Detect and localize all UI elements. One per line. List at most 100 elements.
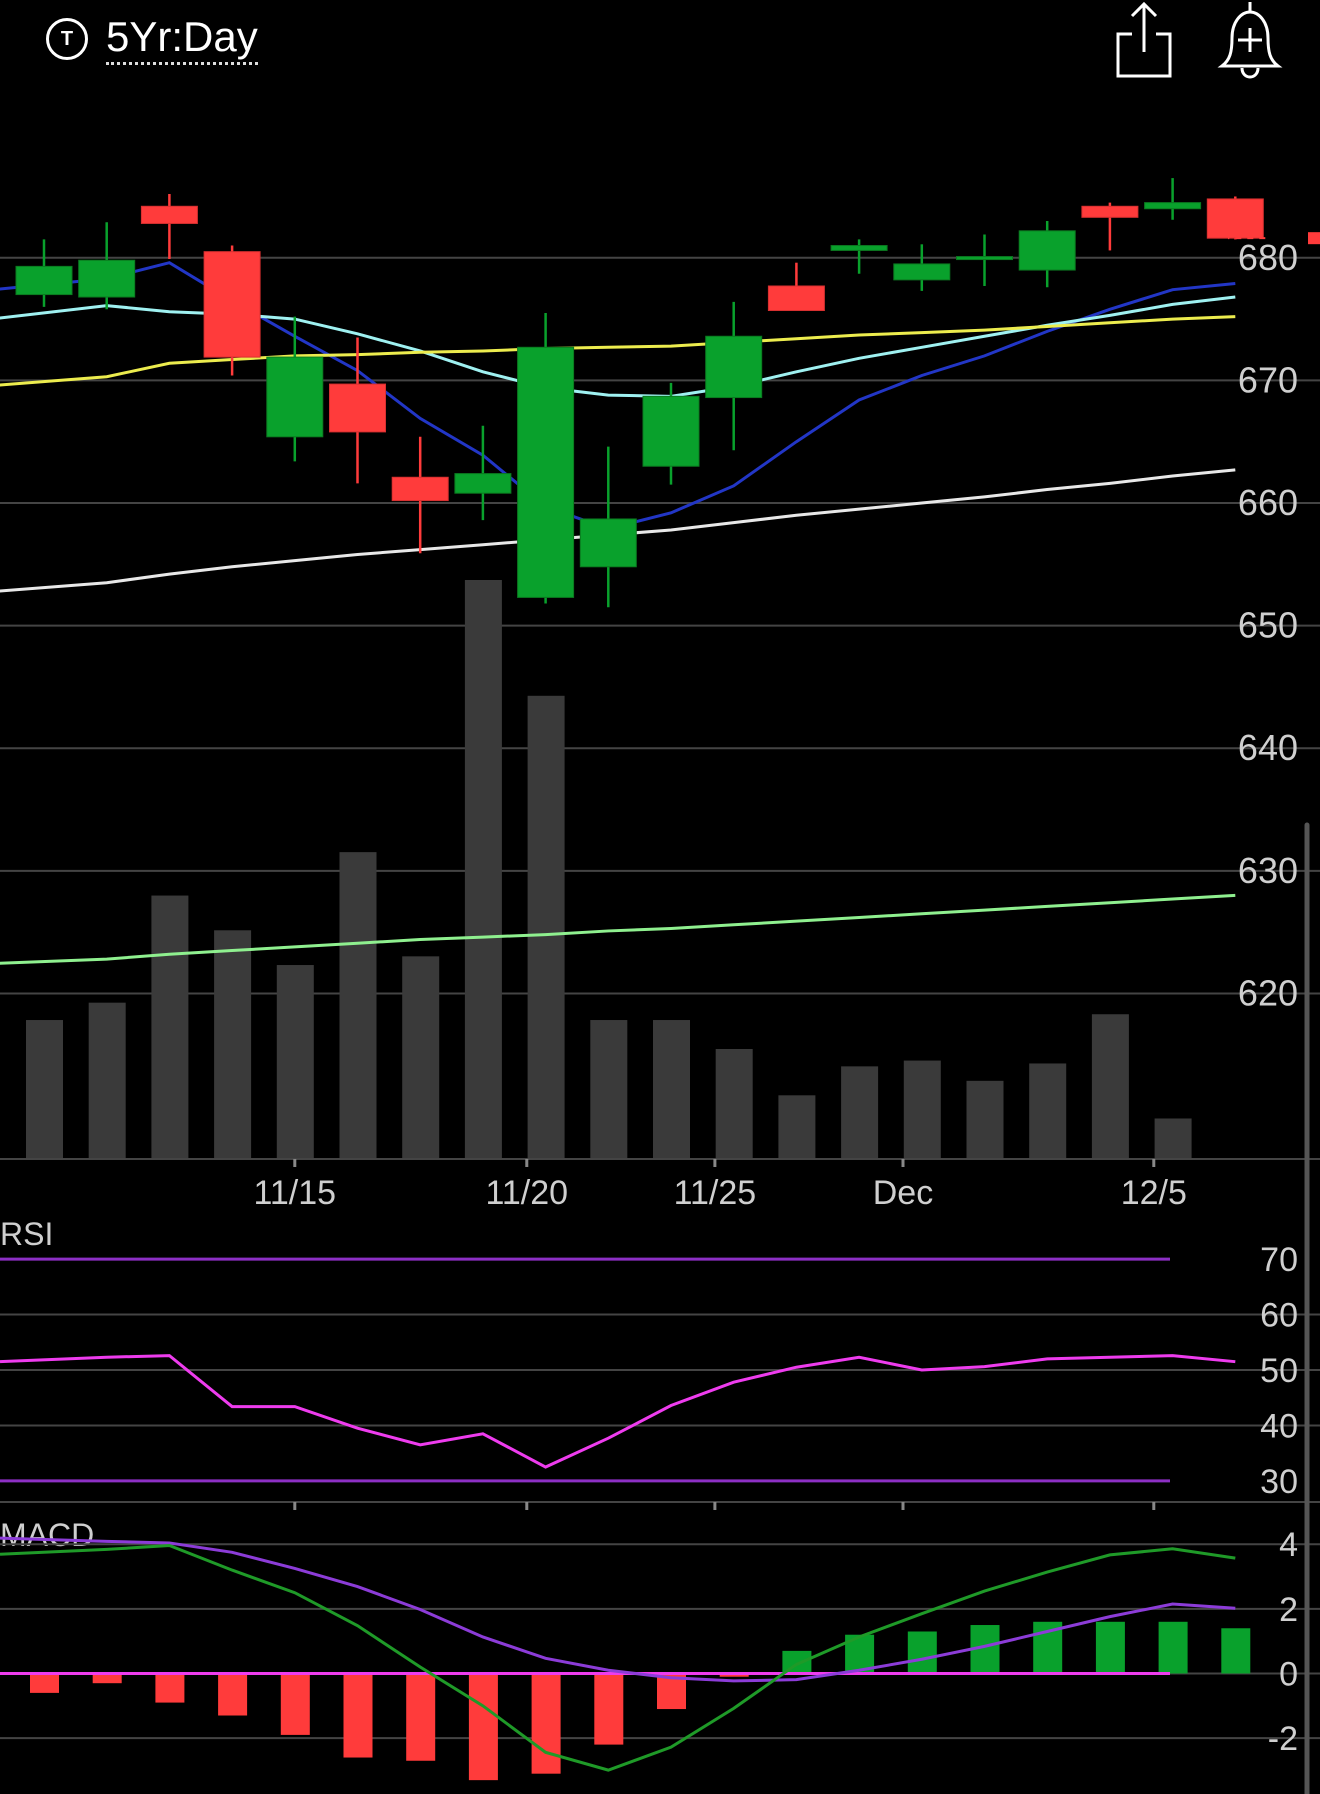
candle-body xyxy=(517,346,575,598)
volume-bar xyxy=(1091,1014,1129,1159)
price-axis-label: 640 xyxy=(1238,727,1298,768)
volume-bar xyxy=(214,930,252,1159)
macd-signal-line xyxy=(0,1536,1236,1683)
macd-histogram-bar xyxy=(92,1673,122,1684)
candle[interactable] xyxy=(767,262,825,312)
macd-histogram-bar xyxy=(594,1673,624,1745)
candle[interactable] xyxy=(140,194,198,260)
volume-bar xyxy=(464,580,502,1159)
macd-histogram-bar xyxy=(531,1673,561,1774)
price-axis-label: 680 xyxy=(1238,237,1298,278)
price-axis-label: 660 xyxy=(1238,482,1298,523)
macd-histogram-bar xyxy=(155,1673,185,1703)
candle[interactable] xyxy=(266,316,324,462)
macd-panel: MACD 4 2 0 -2 xyxy=(0,1517,1320,1781)
candle[interactable] xyxy=(1206,196,1264,240)
candle[interactable] xyxy=(830,239,888,274)
macd-line xyxy=(0,1544,1236,1772)
share-button[interactable] xyxy=(1100,0,1190,86)
candle-body xyxy=(78,259,136,298)
price-axis-label: 670 xyxy=(1238,359,1298,400)
candle-body xyxy=(140,205,198,224)
macd-histogram-bar xyxy=(1221,1628,1251,1674)
candle-body xyxy=(642,395,700,467)
candle[interactable] xyxy=(15,239,73,307)
candle[interactable] xyxy=(329,337,386,484)
macd-histogram-bar xyxy=(907,1631,937,1674)
price-axis-label: 650 xyxy=(1238,605,1298,646)
ticker-badge-icon: T xyxy=(46,18,88,60)
candle-body xyxy=(893,263,951,281)
price-alert-button[interactable] xyxy=(1208,0,1298,86)
candle-body xyxy=(266,356,324,438)
volume-bar xyxy=(88,1002,126,1159)
timeframe-label: 5Yr:Day xyxy=(106,13,258,65)
volume-bar xyxy=(841,1066,879,1159)
timeframe-selector[interactable]: T 5Yr:Day xyxy=(46,12,258,66)
volume-bar xyxy=(966,1080,1004,1159)
x-axis-date-label: 11/25 xyxy=(674,1174,757,1212)
candle[interactable] xyxy=(1144,178,1202,220)
macd-histogram-bar xyxy=(1158,1621,1188,1674)
macd-histogram-bar xyxy=(719,1673,749,1677)
candle[interactable] xyxy=(642,382,700,485)
volume-bar xyxy=(276,965,314,1159)
candle-body xyxy=(1018,230,1076,271)
candle[interactable] xyxy=(1018,221,1076,288)
candle[interactable] xyxy=(454,425,512,521)
moving-average-line xyxy=(0,893,1236,965)
candle-body xyxy=(1081,205,1139,218)
candle[interactable] xyxy=(893,244,951,291)
candle[interactable] xyxy=(1081,202,1139,251)
volume-bar xyxy=(778,1095,816,1159)
macd-histogram-bar xyxy=(1095,1621,1125,1674)
candle[interactable] xyxy=(78,222,136,310)
macd-histogram-bar xyxy=(218,1673,248,1716)
macd-title: MACD xyxy=(0,1517,94,1553)
volume-bar xyxy=(527,695,565,1159)
rsi-axis-label: 70 xyxy=(1260,1241,1298,1279)
candle-body xyxy=(1144,202,1202,210)
candle[interactable] xyxy=(203,245,261,376)
candle[interactable] xyxy=(517,312,575,604)
volume-bar xyxy=(402,956,440,1159)
candle-body xyxy=(956,256,1013,261)
volume-bar xyxy=(151,895,189,1159)
price-axis-label: 630 xyxy=(1238,850,1298,891)
volume-bar xyxy=(1154,1118,1192,1159)
last-price-marker xyxy=(1308,232,1320,245)
candle[interactable] xyxy=(705,301,763,451)
candle-body xyxy=(15,265,73,296)
candle-body xyxy=(830,245,888,251)
candle-body xyxy=(329,383,386,433)
candle-body xyxy=(579,518,637,568)
x-axis-date-label: 12/5 xyxy=(1121,1174,1187,1212)
volume-bar xyxy=(26,1020,63,1159)
volume-bar xyxy=(590,1020,628,1159)
rsi-axis-label: 50 xyxy=(1260,1352,1298,1390)
macd-axis-label: 0 xyxy=(1279,1656,1298,1694)
moving-average-line xyxy=(0,468,1236,593)
candle-body xyxy=(767,285,825,312)
candle-body xyxy=(705,335,763,399)
share-icon xyxy=(1116,1,1172,78)
macd-axis-label: 4 xyxy=(1279,1526,1298,1564)
rsi-line xyxy=(0,1354,1236,1469)
volume-bar xyxy=(339,852,377,1159)
macd-histogram-bar xyxy=(343,1673,373,1758)
macd-axis-label: 2 xyxy=(1279,1591,1298,1629)
candle[interactable] xyxy=(956,234,1013,286)
candle[interactable] xyxy=(579,446,637,608)
candle-body xyxy=(203,251,261,358)
macd-histogram-bar xyxy=(406,1673,436,1761)
macd-histogram-bar xyxy=(280,1673,310,1735)
rsi-title: RSI xyxy=(0,1216,53,1252)
x-axis-date-label: 11/15 xyxy=(254,1174,337,1212)
rsi-axis-label: 40 xyxy=(1260,1407,1298,1445)
volume-bar xyxy=(903,1060,941,1159)
volume-bar xyxy=(715,1048,753,1159)
volume-bar xyxy=(1029,1063,1067,1159)
candle-body xyxy=(454,473,512,494)
candle[interactable] xyxy=(391,436,449,554)
